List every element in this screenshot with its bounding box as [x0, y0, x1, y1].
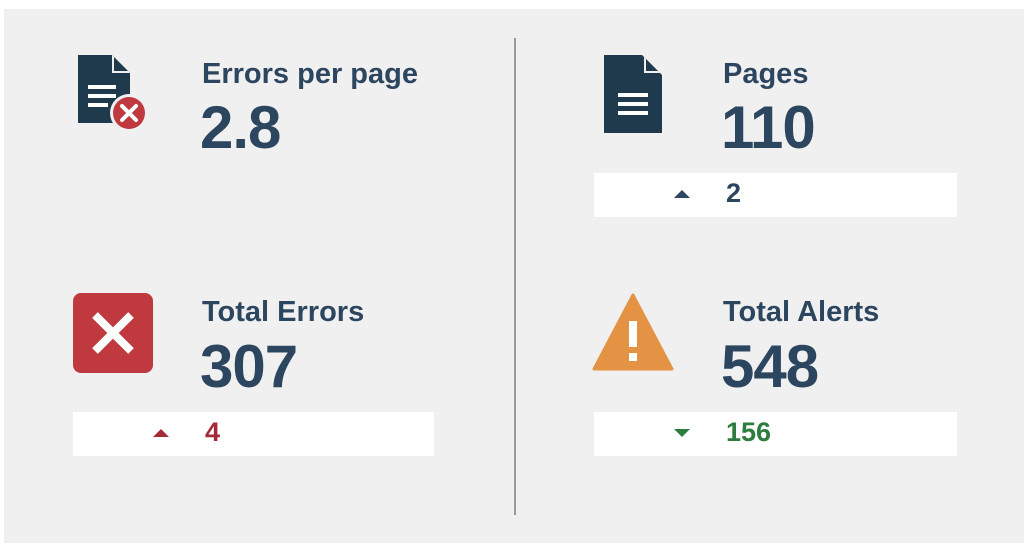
vertical-divider	[514, 38, 516, 515]
pages-delta-value: 2	[726, 178, 742, 208]
total-alerts-value: 548	[721, 333, 819, 400]
delta-down-arrow-icon	[674, 429, 690, 437]
total-errors-value: 307	[200, 333, 298, 400]
pages-label: Pages	[723, 58, 809, 90]
errors-per-page-label: Errors per page	[202, 58, 418, 90]
total-alerts-delta-box: 156	[594, 412, 957, 456]
delta-up-arrow-icon	[153, 429, 169, 437]
dashboard-panel: Errors per page 2.8 Pages 110 2 Total Er…	[4, 9, 1024, 543]
warning-icon	[592, 293, 674, 371]
error-x-icon	[73, 293, 153, 373]
delta-up-arrow-icon	[674, 190, 690, 198]
document-icon	[604, 55, 662, 133]
document-error-icon	[78, 55, 148, 132]
total-alerts-delta-value: 156	[726, 417, 772, 447]
pages-delta-box: 2	[594, 173, 957, 217]
pages-value: 110	[721, 94, 816, 161]
total-alerts-label: Total Alerts	[723, 296, 880, 328]
total-errors-label: Total Errors	[202, 296, 365, 328]
errors-per-page-value: 2.8	[200, 94, 281, 161]
total-errors-delta-box: 4	[73, 412, 434, 456]
total-errors-delta-value: 4	[205, 417, 221, 447]
